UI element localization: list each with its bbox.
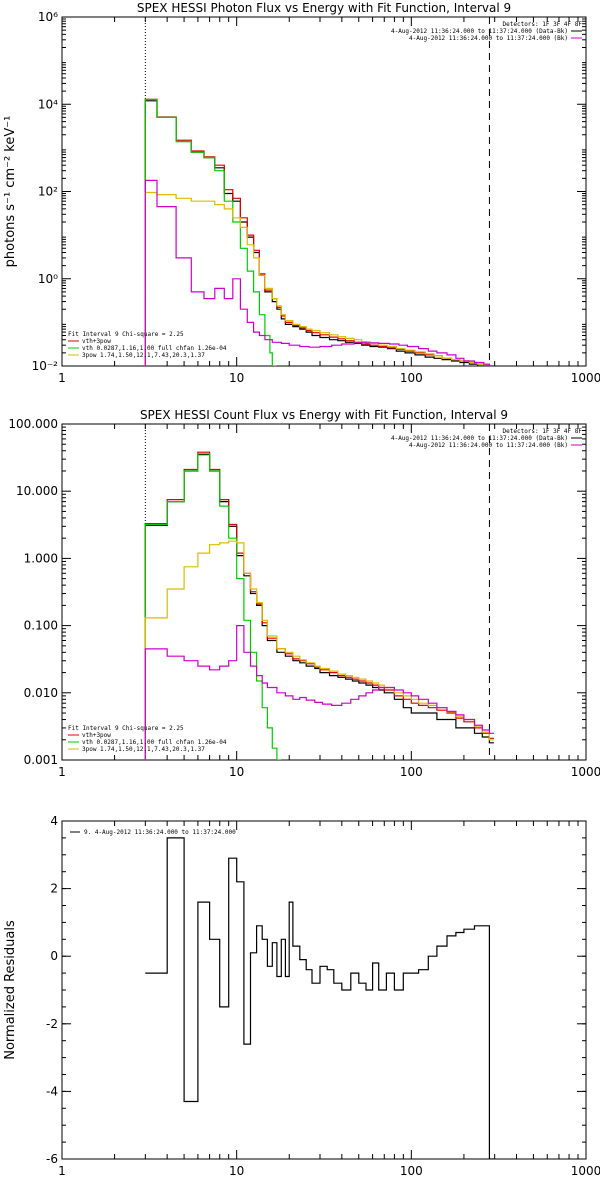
x-tick-label: 1 (58, 371, 66, 385)
series-line (144, 98, 494, 366)
y-tick-label: -4 (46, 1084, 58, 1098)
plot-frame (61, 423, 587, 761)
x-tick-label: 10 (229, 765, 244, 779)
legend-top-left-entry: 9. 4-Aug-2012 11:36:24.000 to 11:37:24.0… (84, 829, 236, 836)
legend-top-right-entry: 4-Aug-2012 11:36:24.000 to 11:37:24.000 … (391, 435, 568, 442)
y-tick-label: 100.000 (8, 417, 58, 431)
legend-bottom-left-header: Fit Interval 9 Chi-square = 2.25 (68, 725, 184, 732)
y-tick-label: 10⁶ (38, 10, 58, 24)
y-tick-label: 2 (50, 882, 58, 896)
photon-chart: SPEX HESSI Photon Flux vs Energy with Fi… (3, 1, 600, 385)
x-tick-label: 1000 (571, 371, 600, 385)
y-axis-label: photons s⁻¹ cm⁻² keV⁻¹ (3, 116, 18, 268)
legend-bottom-left-entry: 3pow 1.74,1.50,12.1,7.43,20.3,1.37 (82, 352, 205, 359)
series-line (144, 179, 494, 366)
plot-frame (61, 16, 587, 367)
y-axis-label: Normalized Residuals (3, 920, 18, 1060)
x-tick-label: 1 (58, 765, 66, 779)
y-tick-label: 0.010 (24, 686, 58, 700)
residuals-chart: Normalized Residuals 1 10 100 1000 -6 -4 -2 0 2 4 9… (3, 814, 600, 1178)
y-tick-label: 10² (38, 185, 58, 199)
y-tick-label: 4 (50, 814, 58, 828)
series-line (144, 191, 494, 366)
series-line (144, 625, 494, 760)
legend-top-right-header: Detectors: 1F 3F 4F 8F (503, 21, 583, 28)
legend-bottom-left-header: Fit Interval 9 Chi-square = 2.25 (68, 331, 184, 338)
chart-title: SPEX HESSI Count Flux vs Energy with Fit… (140, 408, 508, 422)
x-tick-label: 1 (58, 1164, 66, 1178)
y-tick-label: 0 (50, 949, 58, 963)
y-tick-label: 10⁰ (38, 272, 58, 286)
y-tick-label: -6 (46, 1152, 58, 1166)
legend-top-right-header: Detectors: 1F 3F 4F 8F (503, 428, 583, 435)
legend-top-right-entry: 4-Aug-2012 11:36:24.000 to 11:37:24.000 … (409, 35, 568, 42)
series-line (144, 540, 494, 760)
legend-top-right-entry: 4-Aug-2012 11:36:24.000 to 11:37:24.000 … (391, 28, 568, 35)
x-tick-label: 100 (400, 765, 423, 779)
plot-frame (61, 820, 587, 1160)
series-line (144, 453, 282, 760)
x-tick-label: 10 (229, 371, 244, 385)
y-tick-label: 10.000 (16, 484, 58, 498)
series-line (144, 451, 494, 760)
x-tick-label: 100 (400, 371, 423, 385)
y-tick-label: -2 (46, 1017, 58, 1031)
series-line (144, 454, 494, 760)
y-tick-label: 10⁴ (38, 97, 58, 111)
y-tick-label: 0.100 (24, 619, 58, 633)
count-chart: SPEX HESSI Count Flux vs Energy with Fit… (8, 408, 600, 779)
y-tick-label: 1.000 (24, 551, 58, 565)
chart-title: SPEX HESSI Photon Flux vs Energy with Fi… (137, 1, 511, 15)
series-line (145, 837, 494, 1159)
y-tick-label: 10⁻² (32, 359, 59, 373)
legend-bottom-left-entry: 3pow 1.74,1.50,12.1,7.43,20.3,1.37 (82, 746, 205, 753)
legend-top-right-entry: 4-Aug-2012 11:36:24.000 to 11:37:24.000 … (409, 442, 568, 449)
x-tick-label: 10 (229, 1164, 244, 1178)
y-tick-label: 0.001 (24, 753, 58, 767)
x-tick-label: 1000 (571, 765, 600, 779)
legend-bottom-left-entry: vth 0.0287,1.16,1.00 full chfan 1.26e-04 (82, 739, 227, 746)
x-tick-label: 1000 (571, 1164, 600, 1178)
x-tick-label: 100 (400, 1164, 423, 1178)
legend-bottom-left-entry: vth+3pow (82, 732, 111, 739)
series-line (144, 98, 277, 366)
legend-bottom-left-entry: vth 0.0287,1.16,1.00 full chfan 1.26e-04 (82, 345, 227, 352)
legend-bottom-left-entry: vth+3pow (82, 338, 111, 345)
series-line (144, 100, 494, 366)
